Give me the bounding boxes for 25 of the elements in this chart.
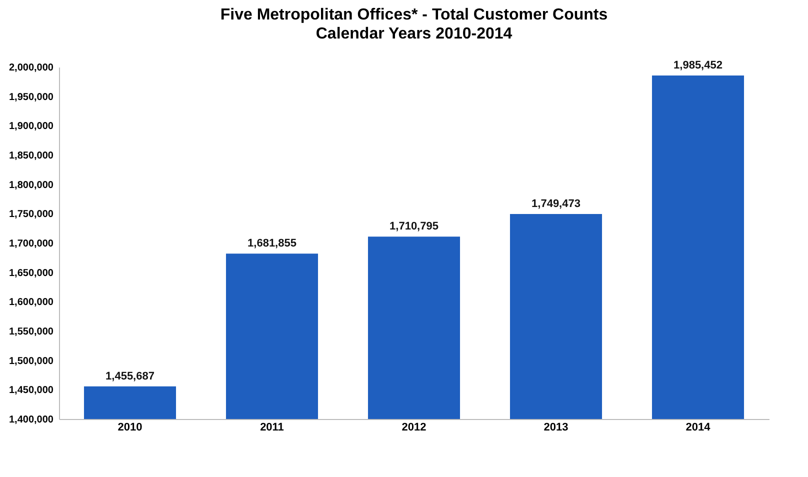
y-tick-label: 2,000,000 [9,62,54,74]
data-label: 1,985,452 [674,60,722,72]
y-tick-label: 1,950,000 [9,92,54,103]
x-tick-label: 2013 [544,422,568,434]
y-tick-label: 1,600,000 [9,297,54,308]
y-tick-label: 1,850,000 [9,150,54,162]
chart-subtitle: Calendar Years 2010-2014 [316,26,512,43]
data-label: 1,710,795 [390,220,438,233]
x-tick-label: 2010 [118,422,142,434]
data-label: 1,749,473 [532,198,580,210]
y-tick-label: 1,550,000 [9,326,54,338]
y-tick-label: 1,400,000 [9,414,54,426]
data-label: 1,681,855 [248,238,296,250]
y-tick-label: 1,650,000 [9,268,54,279]
x-tick-label: 2011 [260,422,284,434]
y-tick-label: 1,750,000 [9,209,54,220]
x-tick-label: 2014 [686,422,712,434]
data-label: 1,455,687 [106,370,154,382]
x-tick-label: 2012 [402,422,426,434]
y-tick-label: 1,450,000 [9,385,54,396]
chart-title: Five Metropolitan Offices* - Total Customer Counts [220,6,608,24]
y-tick-label: 1,700,000 [9,238,54,250]
y-tick-label: 1,900,000 [9,121,54,132]
y-tick-label: 1,500,000 [9,356,54,367]
y-tick-label: 1,800,000 [9,180,54,191]
